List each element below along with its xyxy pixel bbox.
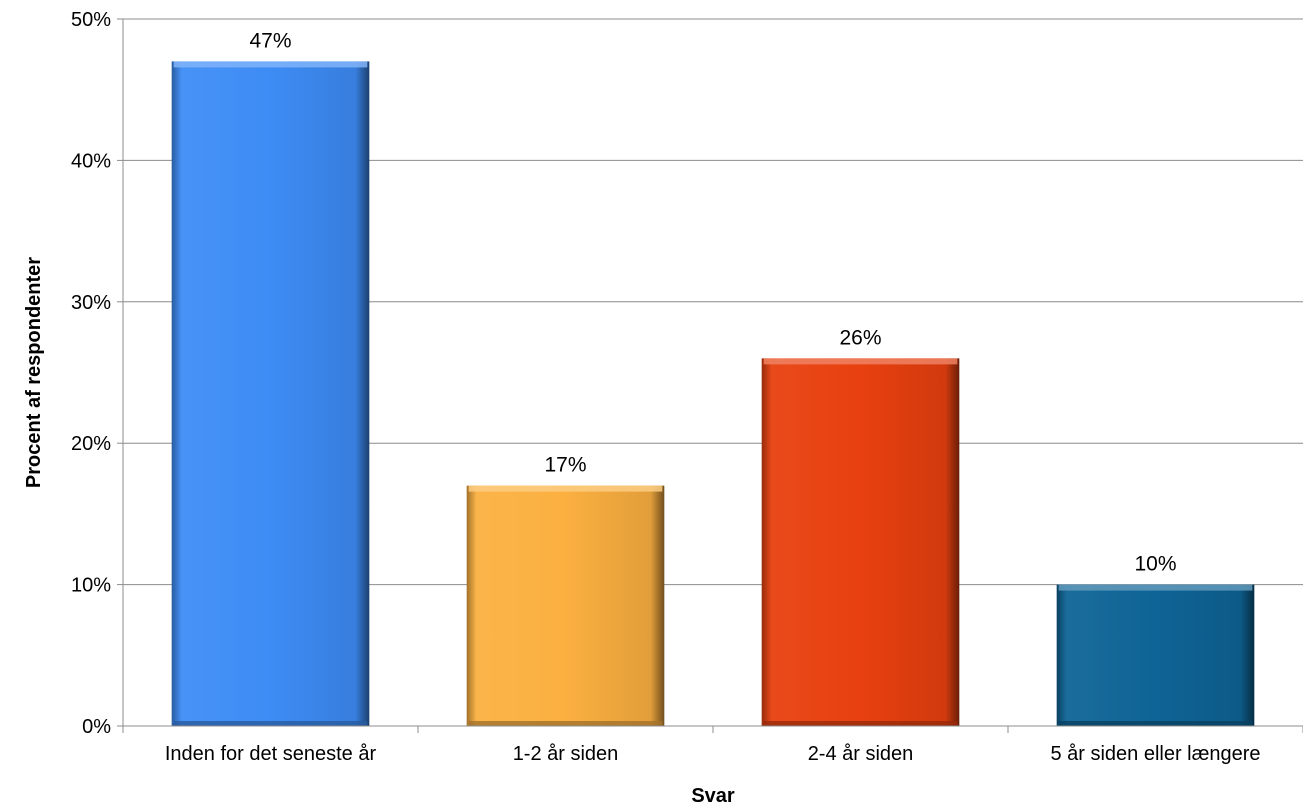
y-tick-label: 10% [71, 575, 111, 597]
bars [171, 61, 1255, 727]
y-tick-label: 40% [71, 150, 111, 172]
bar-body [171, 61, 370, 727]
y-tick-label: 20% [71, 433, 111, 455]
x-tick-label: 2-4 år siden [808, 743, 914, 765]
y-tick-label: 50% [71, 9, 111, 31]
data-label: 17% [544, 454, 586, 477]
data-labels: 47% 17% 26% 10% [249, 29, 1176, 575]
bar-body [1056, 584, 1255, 726]
x-tick-label: Inden for det seneste år [165, 743, 377, 765]
x-tick-label: 5 år siden eller længere [1050, 743, 1260, 765]
bar-top-bevel [1058, 584, 1253, 591]
bar [1056, 584, 1255, 726]
bar [171, 61, 370, 727]
bar-bottom-bevel [763, 721, 958, 726]
bar-top-bevel [763, 358, 958, 365]
data-label: 10% [1134, 553, 1176, 576]
axes [117, 18, 1303, 733]
bar [466, 485, 665, 726]
bar-top-bevel [468, 485, 663, 492]
y-tick-labels: 0% 10% 20% 30% 40% 50% [71, 9, 111, 738]
x-tick-labels: Inden for det seneste år 1-2 år siden 2-4 … [165, 743, 1261, 765]
y-tick-label: 0% [82, 716, 111, 738]
bar [761, 358, 960, 726]
bar-body [761, 358, 960, 726]
x-tick-label: 1-2 år siden [513, 743, 619, 765]
y-axis-title: Procent af respondenter [23, 257, 45, 488]
bar-bottom-bevel [1058, 721, 1253, 726]
bar-bottom-bevel [468, 721, 663, 726]
y-tick-label: 30% [71, 292, 111, 314]
bar-top-bevel [173, 61, 368, 68]
bar-body [466, 485, 665, 726]
x-axis-title: Svar [691, 785, 735, 807]
bar-bottom-bevel [173, 721, 368, 726]
data-label: 26% [839, 326, 881, 349]
data-label: 47% [249, 29, 291, 52]
